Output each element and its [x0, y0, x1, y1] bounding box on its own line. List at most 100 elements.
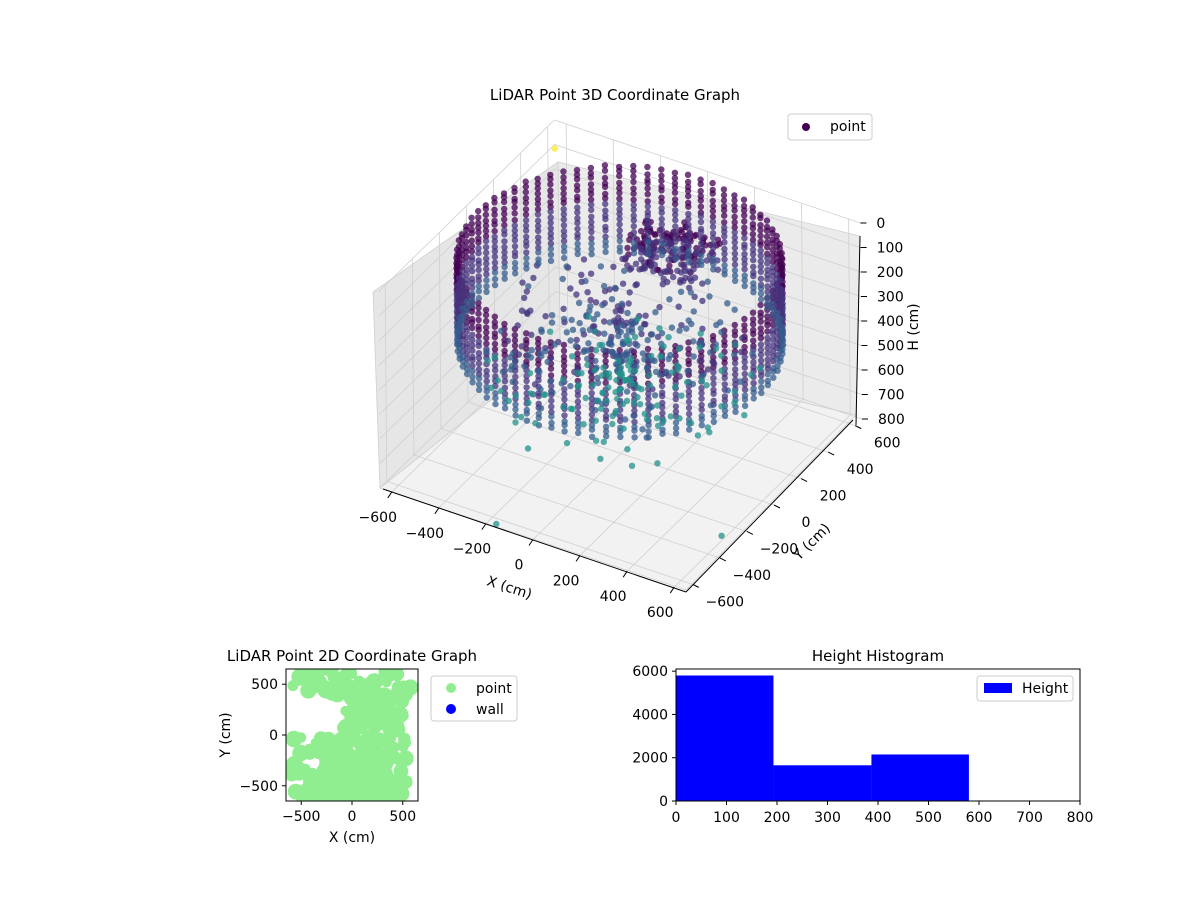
- point-marker: [660, 275, 667, 283]
- point-marker: [645, 428, 652, 435]
- point-2d-marker: [365, 673, 383, 691]
- point-marker: [685, 404, 693, 412]
- point-marker: [523, 309, 530, 316]
- point-marker: [769, 273, 776, 280]
- point-marker: [559, 376, 567, 383]
- point-marker: [758, 389, 765, 397]
- point-marker: [592, 407, 599, 414]
- point-marker: [642, 321, 649, 328]
- point-marker: [741, 386, 749, 393]
- point-marker: [574, 392, 582, 399]
- point-marker: [547, 192, 554, 200]
- point-marker: [721, 262, 728, 269]
- point-marker: [468, 214, 475, 221]
- point-marker: [684, 378, 691, 386]
- point-marker: [757, 341, 765, 348]
- point-marker: [625, 300, 632, 307]
- point-marker: [463, 298, 470, 305]
- point-marker: [607, 336, 614, 343]
- point-marker: [491, 248, 499, 255]
- point-marker: [731, 321, 738, 329]
- point-marker: [548, 403, 555, 410]
- point-marker: [757, 263, 764, 270]
- point-marker: [763, 239, 771, 246]
- point-marker: [575, 381, 583, 389]
- point-marker: [574, 215, 581, 222]
- x-tick-label: −400: [406, 526, 444, 542]
- point-marker: [511, 342, 519, 349]
- z-ticks-3d: 0 100 200 300 400 500 600 700 800: [860, 216, 905, 428]
- point-marker: [630, 250, 638, 257]
- point-marker: [491, 313, 498, 320]
- point-marker: [483, 372, 490, 379]
- point-marker: [588, 245, 595, 253]
- point-marker: [677, 288, 685, 295]
- point-marker: [561, 428, 568, 435]
- point-marker: [602, 215, 609, 223]
- point-marker: [651, 261, 658, 268]
- point-marker: [718, 367, 725, 374]
- point-marker: [630, 234, 638, 241]
- point-marker: [697, 228, 705, 236]
- point-marker: [602, 248, 609, 256]
- point-marker: [484, 357, 491, 364]
- point-marker: [779, 342, 787, 349]
- point-marker: [750, 330, 757, 338]
- point-marker: [757, 325, 764, 332]
- point-marker: [662, 368, 670, 375]
- point-marker: [774, 320, 781, 327]
- point-marker: [463, 271, 470, 278]
- point-marker: [574, 369, 581, 376]
- point-marker: [468, 243, 476, 250]
- point-marker: [535, 260, 542, 267]
- point-marker: [492, 390, 499, 397]
- point-marker: [511, 210, 518, 217]
- point-marker: [610, 263, 617, 270]
- point-marker: [740, 207, 748, 214]
- point-marker: [523, 260, 530, 268]
- z-tick-label: 100: [877, 241, 904, 257]
- point-marker: [740, 196, 748, 203]
- point-marker: [616, 232, 623, 240]
- point-marker: [757, 232, 764, 240]
- point-marker: [699, 280, 706, 287]
- point-marker: [656, 325, 663, 332]
- point-marker: [757, 318, 764, 325]
- point-marker: [630, 412, 637, 419]
- point-marker: [574, 197, 581, 204]
- point-marker: [572, 342, 580, 350]
- point-marker: [500, 194, 508, 201]
- point-marker: [469, 336, 476, 344]
- point-marker: [764, 365, 771, 373]
- point-marker: [560, 403, 567, 411]
- point-marker: [588, 240, 595, 247]
- point-marker: [482, 211, 490, 218]
- point-marker: [630, 240, 638, 247]
- point-marker: [579, 327, 587, 334]
- legend-hist-swatch: [984, 683, 1012, 693]
- point-marker: [584, 289, 591, 296]
- point-marker: [741, 272, 748, 279]
- point-marker: [574, 398, 582, 405]
- point-marker: [644, 245, 652, 252]
- point-marker: [659, 430, 666, 437]
- point-marker: [644, 234, 652, 242]
- point-marker: [622, 254, 629, 261]
- point-marker: [560, 206, 567, 213]
- point-marker: [658, 232, 666, 239]
- point-marker: [491, 259, 499, 266]
- point-marker: [482, 244, 490, 251]
- point-marker: [757, 296, 765, 303]
- legend-3d-marker: [802, 123, 810, 131]
- legend-2d-point-label: point: [476, 681, 512, 697]
- point-marker: [721, 233, 728, 240]
- point-marker: [637, 401, 644, 408]
- point-marker: [741, 277, 748, 284]
- point-marker: [620, 425, 627, 432]
- point-marker: [491, 281, 499, 289]
- point-marker: [560, 341, 568, 349]
- point-marker: [741, 315, 748, 323]
- point-marker: [547, 245, 555, 252]
- point-marker: [601, 167, 609, 174]
- point-marker: [475, 219, 482, 227]
